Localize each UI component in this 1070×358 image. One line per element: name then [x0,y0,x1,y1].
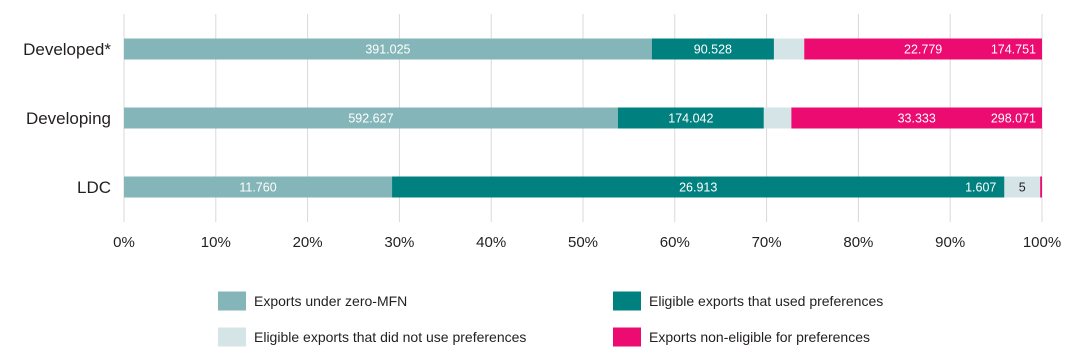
bar-segment-developed-eligible-exports-that-did-not-use-preferences [773,38,805,60]
bar-segment-ldc-exports-under-zero-mfn [124,176,393,198]
data-label: 5 [1019,181,1026,195]
category-label-developing: Developing [26,109,111,128]
bar-segment-ldc-exports-non-eligible-for-preferences [1040,176,1042,198]
category-labels: Developed* Developing LDC [23,40,111,197]
data-label: 22.779 [904,43,942,57]
legend-swatch-eligible-exports-that-used-preferences [613,291,641,311]
annotation-label: 298.071 [991,112,1036,126]
bar-segment-developing-exports-non-eligible-for-preferences [791,107,1042,129]
legend-label-eligible-exports-that-did-not-use-preferences: Eligible exports that did not use prefer… [254,329,526,345]
bar-segment-developing-exports-under-zero-mfn [124,107,618,129]
data-label: 33.333 [898,112,936,126]
bar-segment-developed-exports-under-zero-mfn [124,38,652,60]
annotation-label: 174.751 [991,43,1036,57]
x-tick-label: 70% [752,234,782,251]
legend-label-exports-under-zero-mfn: Exports under zero-MFN [254,293,407,309]
bar-segment-ldc-eligible-exports-that-used-preferences [392,176,1005,198]
data-label: 90.528 [694,43,732,57]
data-label: 391.025 [365,43,410,57]
legend-label-exports-non-eligible-for-preferences: Exports non-eligible for preferences [649,329,870,345]
legend: Exports under zero-MFN Eligible exports t… [218,291,883,347]
bar-segment-ldc-eligible-exports-that-did-not-use-preferences [1004,176,1041,198]
x-tick-label: 40% [476,234,506,251]
bar-segment-developed-eligible-exports-that-used-preferences [651,38,774,60]
bar-segment-developing-eligible-exports-that-did-not-use-preferences [763,107,792,129]
legend-swatch-exports-non-eligible-for-preferences [613,327,641,347]
x-tick-label: 90% [935,234,965,251]
x-axis-tick-labels: 0% 10% 20% 30% 40% 50% 60% 70% 80% 90% 100% [113,234,1061,251]
data-label: 174.042 [668,112,713,126]
bar-segment-developed-exports-non-eligible-for-preferences [804,38,1042,60]
x-tick-label: 60% [660,234,690,251]
data-label: 26.913 [679,181,717,195]
bars [124,38,1042,198]
annotation-labels: 174.751 298.071 1.607 [965,43,1036,195]
bar-segment-developing-eligible-exports-that-used-preferences [617,107,764,129]
x-tick-label: 100% [1023,234,1061,251]
category-label-ldc: LDC [77,178,111,197]
data-label: 592.627 [348,112,393,126]
x-tick-label: 10% [201,234,231,251]
legend-swatch-eligible-exports-that-did-not-use-preferences [218,327,246,347]
category-label-developed: Developed* [23,40,111,59]
x-tick-label: 30% [384,234,414,251]
x-tick-label: 20% [293,234,323,251]
legend-swatch-exports-under-zero-mfn [218,291,246,311]
data-label: 11.760 [239,181,276,195]
x-tick-label: 0% [113,234,135,251]
x-tick-label: 80% [843,234,873,251]
annotation-label: 1.607 [965,181,996,195]
legend-label-eligible-exports-that-used-preferences: Eligible exports that used preferences [649,293,883,309]
x-tick-label: 50% [568,234,598,251]
segment-labels: 391.025 90.528 22.779 592.627 174.042 33.333 1… [239,43,1025,195]
